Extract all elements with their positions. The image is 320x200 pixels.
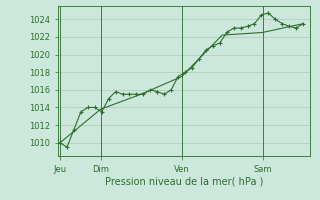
X-axis label: Pression niveau de la mer( hPa ): Pression niveau de la mer( hPa ) xyxy=(105,177,263,187)
